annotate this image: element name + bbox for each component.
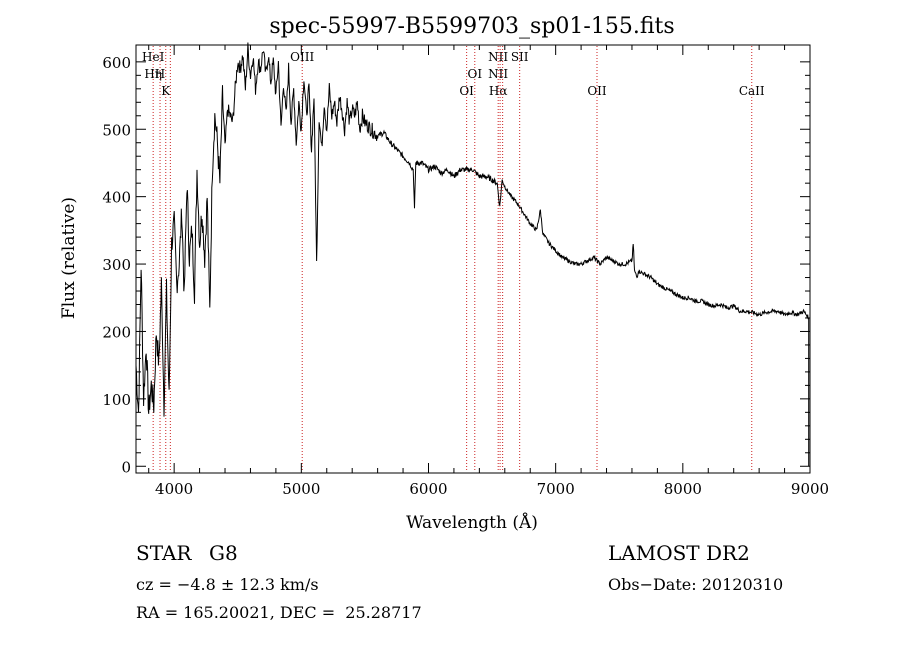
y-tick-label: 400 (102, 189, 131, 207)
y-tick-label: 600 (102, 54, 131, 72)
object-subclass: G8 (209, 541, 238, 565)
redshift-cz: cz = −4.8 ± 12.3 km/s (136, 575, 319, 594)
ra-dec-coordinates: RA = 165.20021, DEC = 25.28717 (136, 603, 422, 622)
survey-name: LAMOST DR2 (608, 541, 750, 565)
line-marker-label: OI (459, 84, 474, 98)
line-marker-label: NII (488, 50, 508, 64)
x-tick-label: 4000 (155, 480, 193, 498)
object-class: STAR (136, 541, 192, 565)
line-marker-label: Hα (489, 84, 508, 98)
x-tick-label: 6000 (409, 480, 447, 498)
y-tick-label: 100 (102, 391, 131, 409)
axis-ticks: 4000 5000 6000 7000 8000 9000 0 100 200 300 400 500… (102, 45, 829, 498)
line-marker-label: CaII (739, 84, 765, 98)
y-tick-label: 0 (121, 458, 131, 476)
plot-frame (135, 44, 811, 474)
chart-title: spec-55997-B5599703_sp01-155.fits (269, 14, 674, 39)
line-marker-label: SII (511, 50, 529, 64)
line-marker-label: Hη (144, 67, 162, 81)
x-axis-label: Wavelength (Å) (406, 512, 538, 533)
line-marker-label: OI (467, 67, 482, 81)
line-marker-label: NII (488, 67, 508, 81)
spectrum-line (135, 42, 810, 467)
y-tick-label: 300 (102, 256, 131, 274)
observation-date: Obs−Date: 20120310 (608, 575, 784, 594)
y-tick-label: 200 (102, 323, 131, 341)
y-axis-label: Flux (relative) (59, 197, 79, 319)
line-marker-label: OIII (290, 50, 314, 64)
y-tick-label: 500 (102, 121, 131, 139)
line-marker-label: H (155, 67, 165, 81)
x-tick-label: 7000 (537, 480, 575, 498)
line-marker-label: OII (587, 84, 607, 98)
line-marker-label: K (161, 84, 171, 98)
line-marker-label: HeI (142, 50, 165, 64)
x-tick-label: 9000 (791, 480, 829, 498)
x-tick-label: 5000 (282, 480, 320, 498)
x-tick-label: 8000 (664, 480, 702, 498)
